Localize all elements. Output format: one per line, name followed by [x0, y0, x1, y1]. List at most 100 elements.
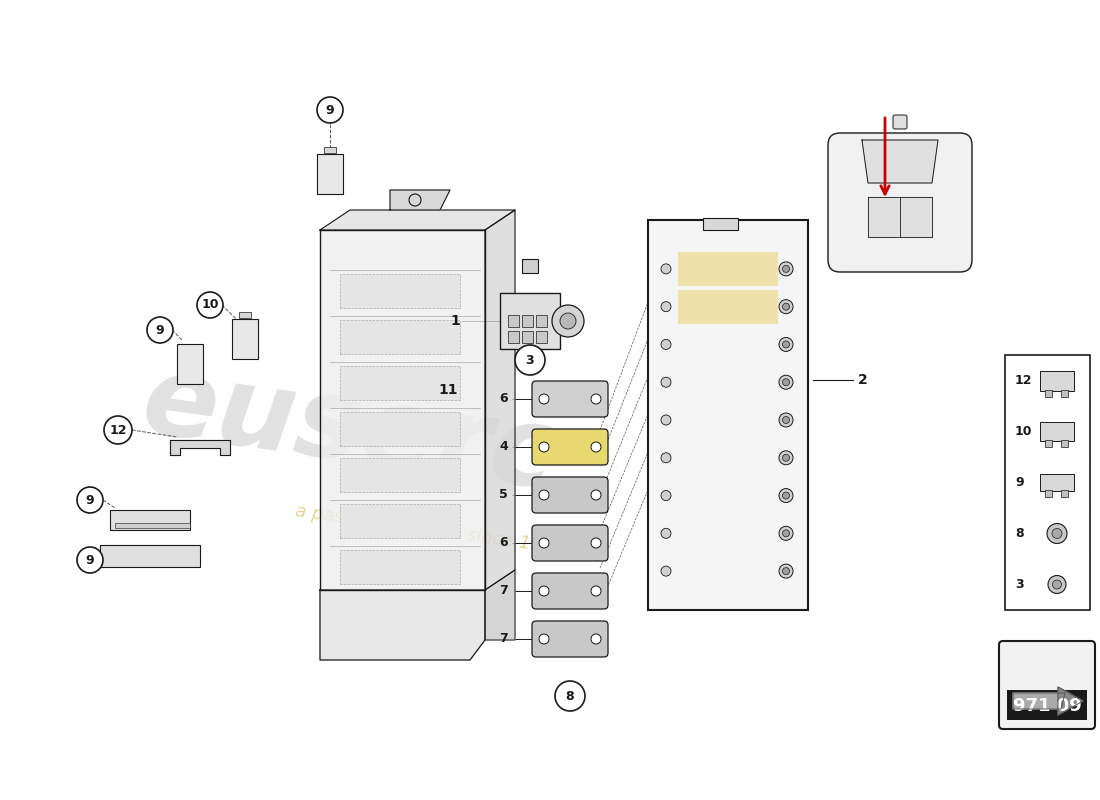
Text: 5: 5 — [499, 489, 508, 502]
Bar — [508, 331, 519, 343]
Circle shape — [661, 415, 671, 425]
Circle shape — [147, 317, 173, 343]
Bar — [1045, 439, 1052, 446]
Circle shape — [779, 375, 793, 390]
Text: 3: 3 — [526, 354, 535, 366]
Bar — [678, 252, 778, 286]
Text: 8: 8 — [565, 690, 574, 702]
Text: euserc: euserc — [136, 348, 563, 512]
Bar — [536, 315, 547, 327]
Bar — [100, 545, 200, 567]
Bar — [1062, 390, 1068, 397]
Text: 9: 9 — [1015, 476, 1024, 489]
Polygon shape — [320, 210, 515, 230]
Text: 9: 9 — [86, 554, 95, 566]
Circle shape — [661, 378, 671, 387]
FancyBboxPatch shape — [1040, 474, 1074, 490]
Text: 971 09: 971 09 — [1013, 697, 1081, 715]
FancyBboxPatch shape — [893, 115, 907, 129]
Bar — [1005, 355, 1090, 610]
Bar — [1045, 390, 1052, 397]
Circle shape — [782, 492, 790, 499]
FancyBboxPatch shape — [532, 525, 608, 561]
Circle shape — [779, 526, 793, 540]
Polygon shape — [320, 230, 485, 590]
FancyBboxPatch shape — [532, 621, 608, 657]
Bar — [340, 366, 460, 400]
Circle shape — [552, 305, 584, 337]
Circle shape — [782, 341, 790, 348]
Polygon shape — [170, 440, 230, 455]
Text: 9: 9 — [326, 103, 334, 117]
Circle shape — [1052, 529, 1062, 538]
Circle shape — [591, 586, 601, 596]
Bar — [340, 320, 460, 354]
FancyBboxPatch shape — [500, 293, 560, 349]
Polygon shape — [485, 210, 515, 590]
Circle shape — [591, 634, 601, 644]
Text: a passion for parts since 1985: a passion for parts since 1985 — [294, 502, 565, 558]
Bar — [340, 458, 460, 492]
Circle shape — [782, 303, 790, 310]
Circle shape — [782, 378, 790, 386]
FancyBboxPatch shape — [828, 133, 972, 272]
Circle shape — [779, 450, 793, 465]
Text: 7: 7 — [499, 633, 508, 646]
Text: 8: 8 — [1015, 527, 1024, 540]
Circle shape — [317, 97, 343, 123]
Polygon shape — [900, 197, 932, 237]
FancyBboxPatch shape — [232, 319, 258, 359]
Text: 6: 6 — [499, 393, 508, 406]
Bar — [340, 412, 460, 446]
Circle shape — [591, 490, 601, 500]
Bar — [110, 510, 190, 530]
FancyBboxPatch shape — [1040, 370, 1074, 390]
Text: 9: 9 — [86, 494, 95, 506]
Bar — [116, 523, 190, 528]
Circle shape — [77, 487, 103, 513]
Text: 4: 4 — [499, 441, 508, 454]
Bar — [1006, 690, 1087, 720]
Text: 2: 2 — [858, 373, 868, 387]
Text: 1: 1 — [450, 314, 460, 328]
Circle shape — [197, 292, 223, 318]
Circle shape — [539, 634, 549, 644]
Text: 12: 12 — [109, 423, 126, 437]
Bar — [522, 331, 534, 343]
Circle shape — [515, 345, 544, 375]
Bar — [703, 218, 738, 230]
Polygon shape — [320, 590, 485, 660]
Polygon shape — [485, 570, 515, 640]
Circle shape — [104, 416, 132, 444]
Bar — [678, 290, 778, 323]
Bar — [648, 220, 808, 610]
Circle shape — [779, 489, 793, 502]
FancyBboxPatch shape — [532, 381, 608, 417]
Circle shape — [779, 262, 793, 276]
Text: 9: 9 — [156, 323, 164, 337]
Bar — [324, 147, 336, 153]
Circle shape — [1047, 523, 1067, 543]
FancyBboxPatch shape — [999, 641, 1094, 729]
Circle shape — [661, 490, 671, 501]
Text: 3: 3 — [1015, 578, 1024, 591]
Circle shape — [782, 266, 790, 272]
Circle shape — [77, 547, 103, 573]
Circle shape — [779, 564, 793, 578]
FancyBboxPatch shape — [532, 429, 608, 465]
Bar — [522, 315, 534, 327]
Circle shape — [661, 264, 671, 274]
Bar — [340, 274, 460, 308]
Polygon shape — [1013, 693, 1065, 709]
Circle shape — [661, 528, 671, 538]
Circle shape — [779, 300, 793, 314]
Circle shape — [661, 339, 671, 350]
Text: 12: 12 — [1015, 374, 1033, 387]
Circle shape — [782, 568, 790, 574]
Circle shape — [661, 453, 671, 462]
FancyBboxPatch shape — [532, 477, 608, 513]
Circle shape — [1048, 575, 1066, 594]
FancyBboxPatch shape — [532, 573, 608, 609]
Circle shape — [539, 394, 549, 404]
Circle shape — [782, 454, 790, 462]
